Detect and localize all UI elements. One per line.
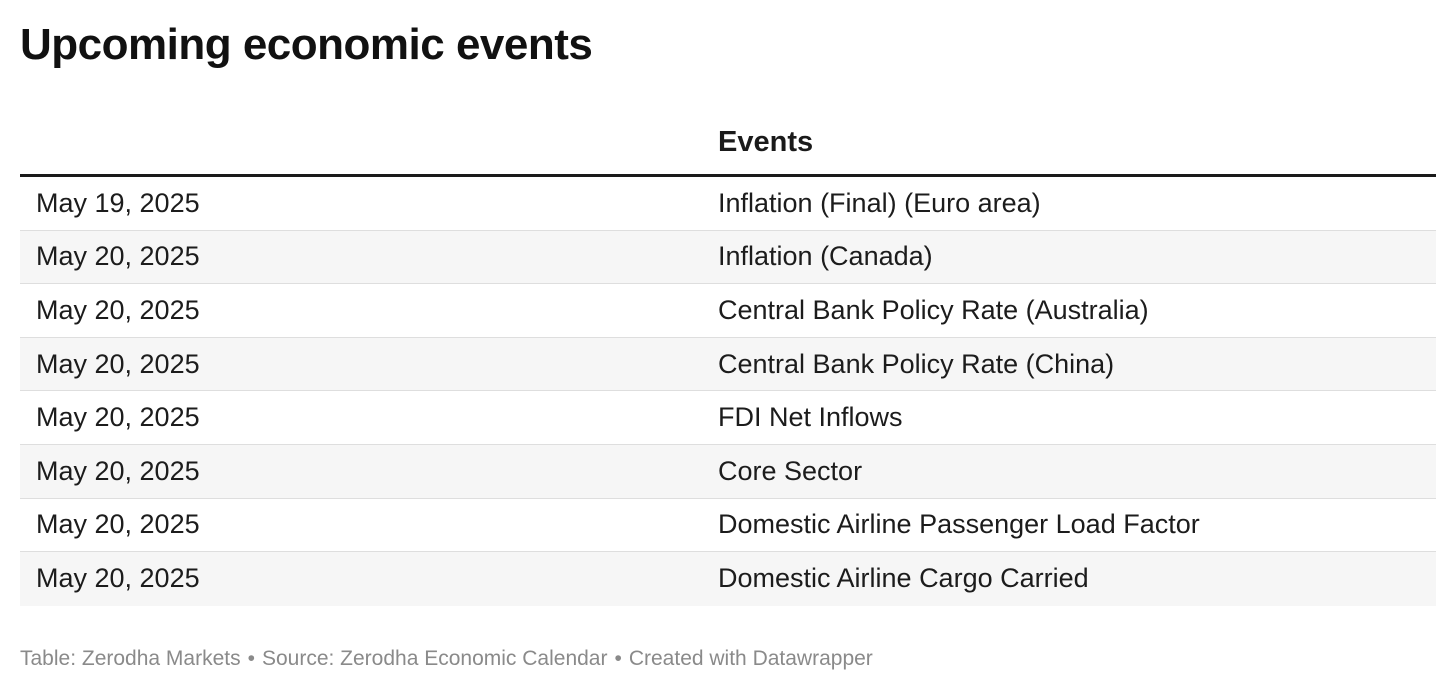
event-cell: Domestic Airline Passenger Load Factor — [718, 509, 1200, 540]
table-row: May 20, 2025 Core Sector — [20, 444, 1436, 499]
event-cell: Domestic Airline Cargo Carried — [718, 563, 1089, 594]
table-row: May 20, 2025 Inflation (Canada) — [20, 230, 1436, 285]
table-body: May 19, 2025 Inflation (Final) (Euro are… — [20, 177, 1436, 606]
table-credit: Table: Zerodha Markets — [20, 647, 241, 670]
date-cell: May 20, 2025 — [36, 241, 200, 272]
separator-dot: • — [247, 647, 255, 670]
date-cell: May 20, 2025 — [36, 294, 200, 325]
event-cell: Central Bank Policy Rate (Australia) — [718, 294, 1149, 325]
date-cell: May 20, 2025 — [36, 402, 200, 433]
column-header-events: Events — [718, 126, 814, 158]
table-row: May 20, 2025 Central Bank Policy Rate (C… — [20, 337, 1436, 392]
page-title: Upcoming economic events — [20, 20, 593, 69]
table-row: May 20, 2025 FDI Net Inflows — [20, 391, 1436, 445]
date-cell: May 20, 2025 — [36, 509, 200, 540]
event-cell: Core Sector — [718, 455, 863, 486]
footer-credits: Table: Zerodha Markets • Source: Zerodha E… — [20, 646, 873, 672]
event-cell: Central Bank Policy Rate (China) — [718, 348, 1115, 379]
table-row: May 20, 2025 Central Bank Policy Rate (A… — [20, 284, 1436, 338]
date-cell: May 20, 2025 — [36, 348, 200, 379]
source-credit: Source: Zerodha Economic Calendar — [261, 647, 608, 670]
table-row: May 20, 2025 Domestic Airline Passenger … — [20, 499, 1436, 553]
table-row: May 20, 2025 Domestic Airline Cargo Carr… — [20, 552, 1436, 606]
datawrapper-credit: Created with Datawrapper — [628, 647, 873, 670]
date-cell: May 19, 2025 — [36, 187, 200, 218]
date-cell: May 20, 2025 — [36, 563, 200, 594]
event-cell: Inflation (Canada) — [718, 241, 933, 272]
table-header-row: Events — [20, 110, 1436, 177]
date-cell: May 20, 2025 — [36, 455, 200, 486]
separator-dot: • — [614, 647, 622, 670]
events-table: Events May 19, 2025 Inflation (Final) (E… — [20, 110, 1436, 606]
table-row: May 19, 2025 Inflation (Final) (Euro are… — [20, 177, 1436, 231]
event-cell: Inflation (Final) (Euro area) — [718, 187, 1041, 218]
event-cell: FDI Net Inflows — [718, 402, 903, 433]
